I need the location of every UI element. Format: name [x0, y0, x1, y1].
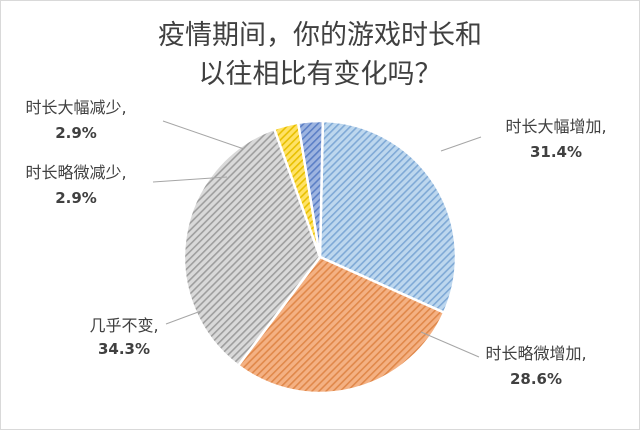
- pie-slice-no-change: [182, 127, 322, 368]
- leader-line-slight-increase: [420, 331, 480, 358]
- chart-title-line-1: 疫情期间，你的游戏时长和: [158, 20, 482, 51]
- leader-line-slight-decrease: [152, 176, 228, 183]
- data-label-name-slight-decrease: 时长略微减少,: [25, 163, 126, 182]
- leader-line-large-decrease: [162, 120, 245, 150]
- data-label-value-no-change: 34.3%: [98, 340, 150, 358]
- data-label-value-large-decrease: 2.9%: [55, 124, 97, 142]
- data-label-name-large-decrease: 时长大幅减少,: [25, 98, 126, 117]
- data-label-name-slight-increase: 时长略微增加,: [485, 344, 586, 363]
- pie-slice-large-increase: [318, 119, 458, 315]
- data-label-name-no-change: 几乎不变,: [89, 316, 158, 335]
- leader-line-large-increase: [440, 136, 482, 152]
- pie-slice-slight-increase: [236, 255, 446, 395]
- data-labels: 时长大幅增加, 31.4% 时长略微增加, 28.6% 几乎不变, 34.3% 时长略微减少…: [25, 98, 606, 388]
- pie-slices: [182, 119, 458, 395]
- chart-title-line-2: 以往相比有变化吗？: [199, 59, 442, 90]
- pie-slice-large-decrease: [296, 119, 325, 258]
- data-label-value-slight-increase: 28.6%: [510, 370, 562, 388]
- leader-lines: [152, 120, 482, 358]
- data-label-value-slight-decrease: 2.9%: [55, 189, 97, 207]
- leader-line-no-change: [165, 310, 202, 325]
- data-label-value-large-increase: 31.4%: [530, 143, 582, 161]
- data-label-name-large-increase: 时长大幅增加,: [505, 117, 606, 136]
